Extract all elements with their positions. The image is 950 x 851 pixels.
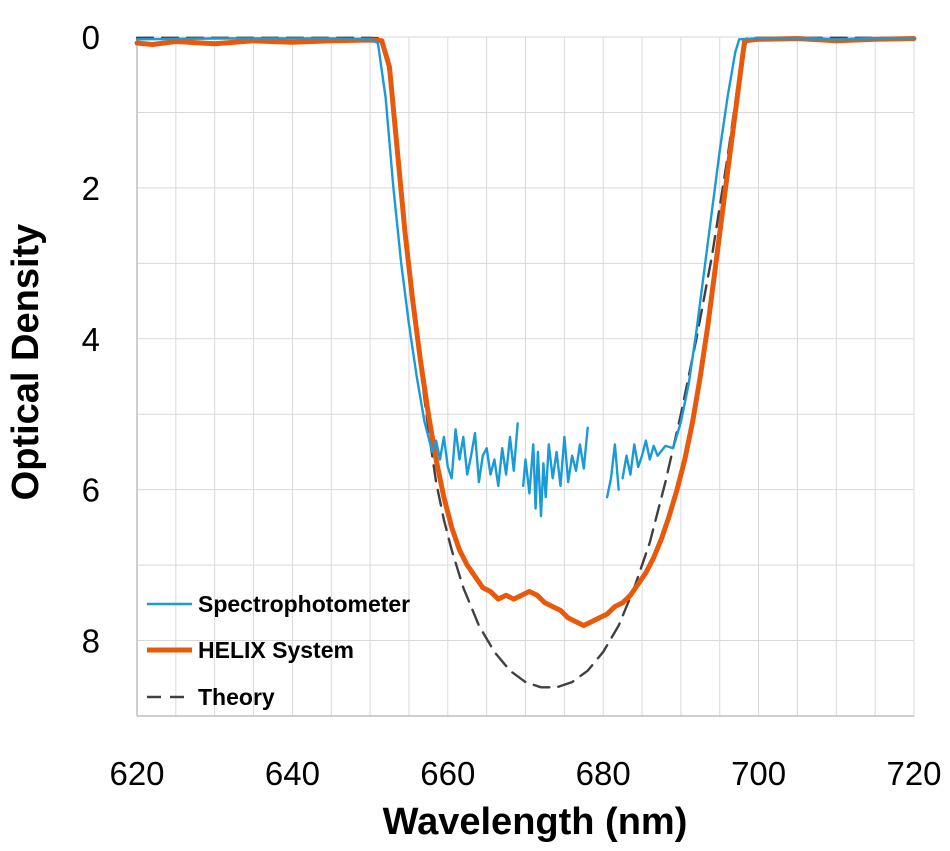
legend-helix-system-label: HELIX System <box>198 637 354 663</box>
tick-labels: 620 640 660 680 700 720 0 2 4 6 8 <box>82 19 942 792</box>
x-tick-label: 680 <box>576 755 631 792</box>
x-tick-label: 720 <box>886 755 941 792</box>
series-layer <box>134 36 917 689</box>
y-axis-title: Optical Density <box>5 224 47 501</box>
series-line-theory-0 <box>135 36 916 689</box>
legend-spectrophotometer-label: Spectrophotometer <box>198 591 410 617</box>
y-tick-label: 2 <box>82 170 100 207</box>
series-line-spectrophotometer-0 <box>135 37 519 488</box>
series-line-spectrophotometer-1 <box>522 426 589 518</box>
gridlines <box>136 36 915 717</box>
y-tick-label: 4 <box>82 321 100 358</box>
x-tick-label: 700 <box>731 755 786 792</box>
x-tick-label: 640 <box>265 755 320 792</box>
y-tick-label: 6 <box>82 472 100 509</box>
legend-theory-label: Theory <box>198 684 275 710</box>
series-line-spectrophotometer-2 <box>605 443 620 499</box>
series-line-spectrophotometer-3 <box>621 37 916 480</box>
legend: Spectrophotometer HELIX System Theory <box>147 591 410 710</box>
y-tick-label: 8 <box>82 623 100 660</box>
axes <box>136 37 914 717</box>
x-axis-title: Wavelength (nm) <box>383 801 688 843</box>
y-tick-label: 0 <box>82 19 100 56</box>
x-tick-label: 620 <box>109 755 164 792</box>
series-line-helix-system-0 <box>134 36 917 628</box>
x-tick-label: 660 <box>420 755 475 792</box>
